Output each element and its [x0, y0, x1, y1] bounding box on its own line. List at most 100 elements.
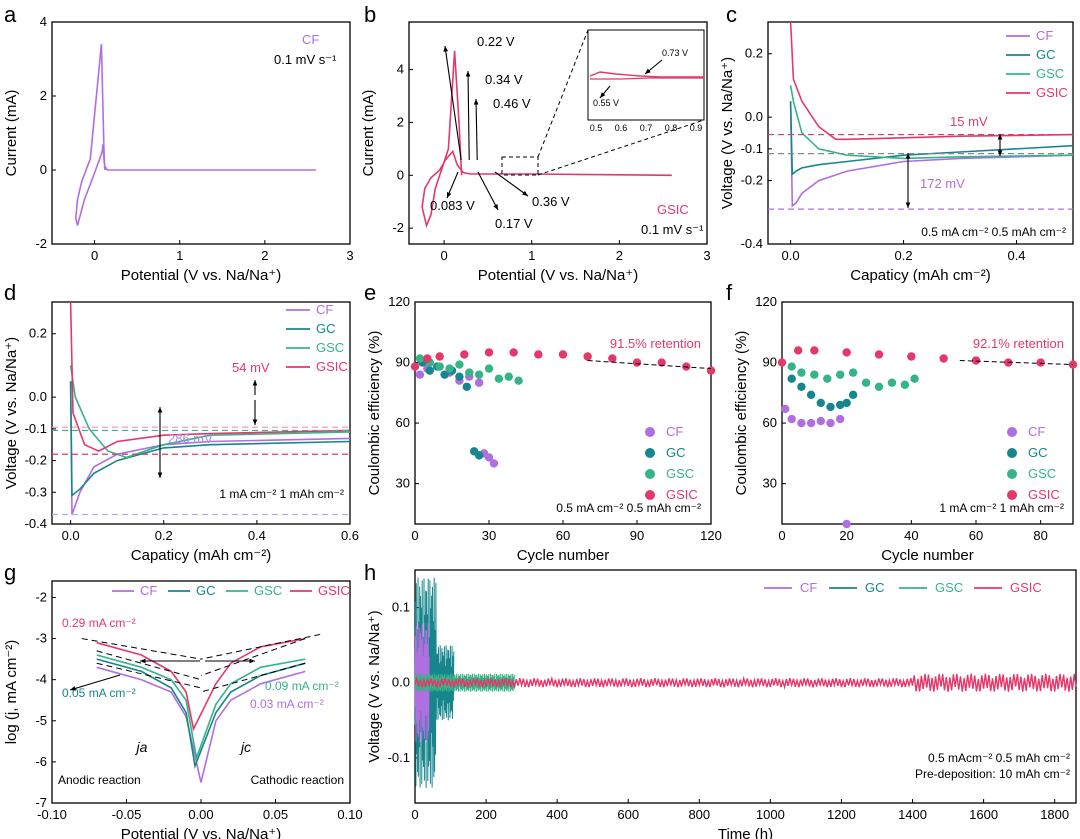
y-axis-label: Voltage (V vs. Na/Na⁺)	[3, 337, 20, 489]
legend-label-cf: CF	[140, 583, 157, 598]
conditions-label: 0.5 mA cm⁻² 0.5 mAh cm⁻²	[556, 501, 701, 515]
y-axis-label: Coulombic efficiency (%)	[733, 331, 750, 496]
series-cf	[789, 101, 1074, 208]
y-tick-label: 4	[397, 62, 404, 77]
y-tick-label: 0.2	[29, 326, 47, 341]
tafel-fit-line	[200, 633, 321, 660]
annotation-label: 92.1% retention	[973, 336, 1064, 351]
point-gsic	[777, 358, 787, 367]
x-tick-label: 1400	[898, 807, 927, 822]
y-tick-label: 2	[397, 114, 404, 129]
x-tick-label: 0.4	[248, 528, 266, 543]
legend-label-gsic: GSIC	[657, 202, 689, 217]
x-tick-label: 30	[482, 528, 496, 543]
point-cf	[836, 414, 845, 424]
series-gc	[69, 381, 351, 498]
arrow-up-1	[467, 70, 470, 161]
series-gsic	[414, 673, 1077, 692]
point-gsc	[887, 378, 897, 387]
panel-letter: e	[364, 280, 376, 305]
y-tick-label: 120	[388, 294, 410, 309]
plot-frame	[51, 301, 351, 525]
x-tick-label: 0	[440, 248, 447, 263]
x-tick-label: 0	[91, 248, 98, 263]
point-gc	[455, 372, 464, 381]
point-gsic	[632, 358, 642, 367]
point-gc	[474, 451, 484, 460]
panel-letter: a	[4, 2, 17, 27]
point-gc	[816, 398, 825, 408]
legend-label-gsc: GSC	[935, 580, 963, 595]
x-tick-label: -0.10	[37, 807, 67, 822]
y-tick-label: 0.0	[392, 675, 410, 690]
point-gsc	[514, 376, 523, 385]
tafel-fit-line	[200, 638, 306, 677]
legend-label-gsic: GSIC	[1036, 85, 1068, 100]
y-tick-label: -0.4	[25, 516, 47, 531]
legend-rate: 0.1 mV s⁻¹	[274, 52, 337, 67]
point-gc	[440, 370, 449, 379]
arrow-54mv-head	[252, 380, 258, 386]
point-gc	[836, 400, 845, 410]
inset-guide	[537, 119, 705, 176]
point-cf	[826, 418, 835, 428]
point-gsc	[484, 364, 494, 373]
legend-label-gsc: GSC	[316, 340, 344, 355]
y-axis-label: Voltage (V vs. Na/Na⁺)	[719, 57, 736, 209]
x-tick-label: 1600	[969, 807, 998, 822]
point-gsic	[509, 348, 518, 357]
annotation-label: jc	[239, 739, 251, 755]
y-tick-label: -7	[35, 795, 47, 810]
arrow-up-0-head	[443, 46, 449, 52]
legend-marker-gsc	[645, 469, 655, 479]
x-tick-label: 0.2	[895, 248, 913, 263]
arrow-up-1-head	[465, 71, 471, 77]
inset-guide	[537, 29, 589, 158]
tafel-fit-line	[200, 662, 306, 693]
legend-label-gsic: GSIC	[1010, 580, 1042, 595]
point-gsic	[423, 354, 432, 363]
x-tick-label: 0	[411, 807, 418, 822]
y-tick-label: 0.0	[29, 389, 47, 404]
point-gsc	[494, 374, 504, 383]
x-tick-label: 0.4	[1007, 248, 1025, 263]
y-tick-label: 0	[397, 167, 404, 182]
x-tick-label: 0.6	[341, 528, 359, 543]
point-gsic	[484, 348, 494, 357]
point-gsc	[465, 368, 474, 377]
y-tick-label: 4	[40, 14, 47, 29]
inset-frame	[587, 29, 705, 121]
series-gsic	[421, 51, 672, 229]
x-tick-label: 60	[556, 528, 570, 543]
trend-line	[959, 360, 1074, 366]
point-gc	[842, 398, 851, 408]
x-axis-label: Capaticy (mAh cm⁻²)	[850, 267, 990, 284]
point-gsc	[445, 364, 454, 373]
annotation-label: Anodic reaction	[58, 773, 141, 787]
point-gc	[806, 390, 816, 400]
x-tick-label: 20	[839, 528, 853, 543]
legend-marker-gsic	[1007, 490, 1017, 500]
point-gsic	[706, 366, 716, 375]
plot-frame	[51, 21, 351, 245]
point-cf	[781, 404, 790, 414]
series-gsc	[789, 85, 1074, 160]
y-axis-label: Coulombic efficiency (%)	[366, 331, 383, 496]
conditions-label: Pre-deposition: 10 mAh cm⁻²	[915, 767, 1070, 781]
trend-line	[587, 360, 712, 370]
annotation-label: 0.36 V	[532, 194, 570, 209]
point-gc	[787, 374, 796, 383]
y-tick-label: 30	[763, 476, 777, 491]
point-gsic	[583, 352, 592, 361]
y-tick-label: 120	[755, 294, 777, 309]
inset-tick-label: 0.9	[690, 123, 703, 133]
arrow-15mv-head	[997, 134, 1003, 140]
panel-h: h Time (h) Voltage (V vs. Na/Na⁺) 0 200 400 60…	[364, 560, 1077, 839]
arrow-down-1-head	[493, 204, 498, 210]
legend-rate: 0.1 mV s⁻¹	[641, 222, 704, 237]
panel-g: g Potential (V vs. Na/Na⁺) log (j, mA cm⁻²…	[3, 560, 363, 839]
point-gsic	[793, 346, 803, 355]
y-tick-label: 0	[40, 162, 47, 177]
point-gsic	[810, 346, 819, 355]
y-tick-label: -0.1	[25, 421, 47, 436]
